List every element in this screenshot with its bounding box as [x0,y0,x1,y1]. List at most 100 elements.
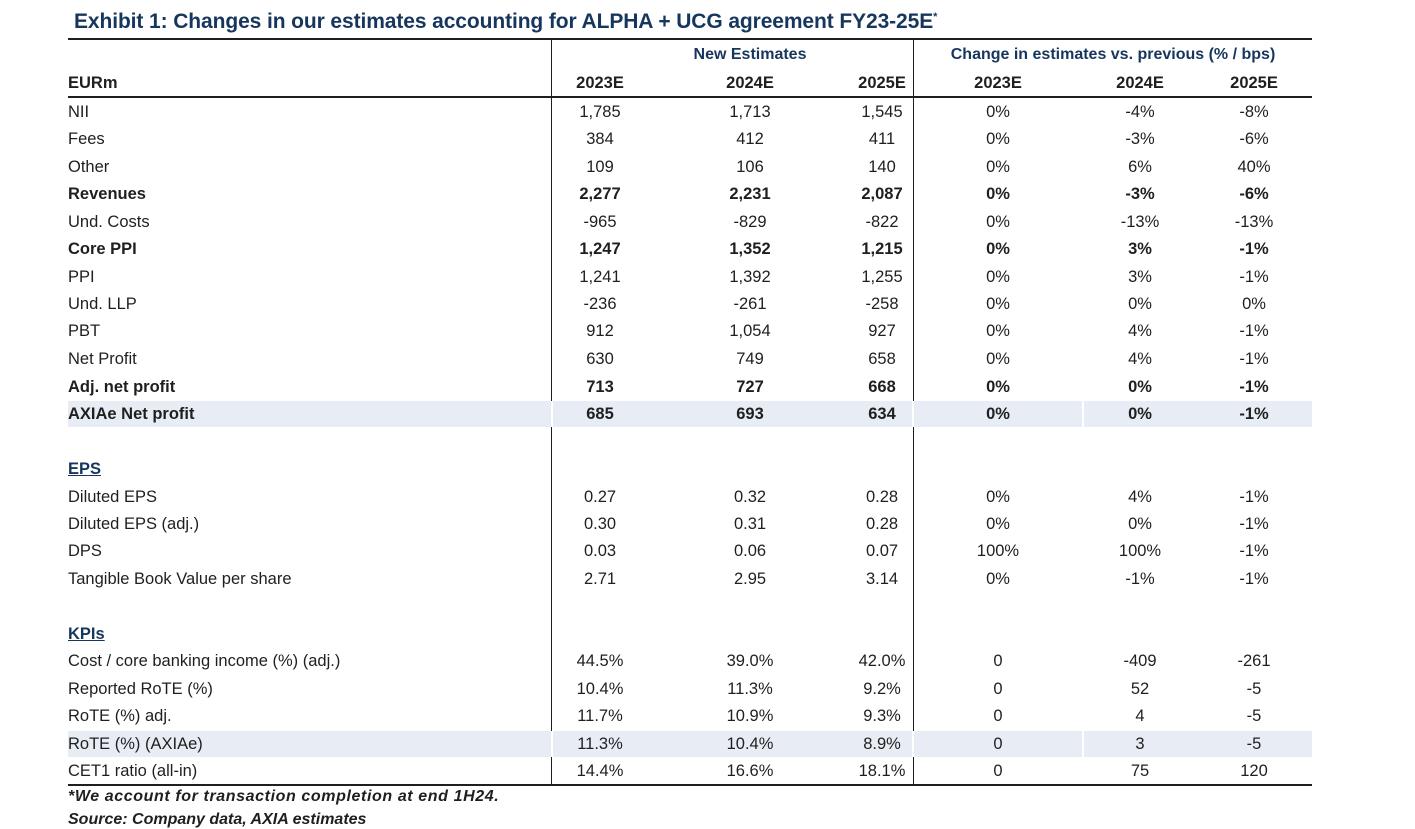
estimate-cell: 0.30 [583,515,617,533]
row-label: Core PPI [68,240,137,258]
header-new-2023: 2023E [576,74,624,92]
estimate-cell: 11.3% [727,680,773,698]
change-cell: -4% [1125,103,1155,121]
estimate-cell: 1,255 [861,268,903,286]
change-cell: -1% [1239,322,1269,340]
estimate-cell: -829 [733,213,767,231]
estimate-cell: 1,352 [729,240,771,258]
estimate-cell: 8.9% [863,735,901,753]
row-label: Revenues [68,185,146,203]
change-cell: 0% [1128,378,1152,396]
change-cell: 0 [993,762,1003,780]
change-cell: -409 [1123,652,1157,670]
estimate-cell: 0.32 [733,488,767,506]
change-cell: -3% [1125,185,1155,203]
change-cell: 4% [1128,350,1152,368]
table-row: Und. LLP -236 -261 -258 0% 0% 0% [68,291,1312,317]
estimate-cell: -261 [733,295,767,313]
change-cell: 52 [1130,680,1150,698]
estimate-cell: 0.03 [583,542,617,560]
bottom-rule [68,784,1312,786]
estimate-cell: 39.0% [726,652,774,670]
estimate-cell: 0.27 [583,488,617,506]
change-cell: 0% [1242,295,1266,313]
change-cell: -1% [1125,570,1155,588]
change-cell: 100% [976,542,1020,560]
change-cell: 0% [1128,515,1152,533]
row-label: CET1 ratio (all-in) [68,762,198,780]
change-cell: -261 [1237,652,1271,670]
table-row: DPS 0.03 0.06 0.07 100% 100% -1% [68,538,1312,564]
row-label: AXIAe Net profit [68,405,195,423]
estimate-cell: 693 [736,405,764,423]
estimate-cell: 0.07 [865,542,899,560]
estimate-cell: -965 [583,213,617,231]
change-cell: -1% [1239,405,1269,423]
row-label: PBT [68,322,101,340]
estimate-cell: 0.28 [865,488,899,506]
estimate-cell: 927 [868,322,896,340]
change-cell: -8% [1239,103,1269,121]
estimate-cell: 1,713 [729,103,771,121]
header-rule [68,96,1312,98]
title-rule [68,38,1312,40]
table-row: Revenues 2,277 2,231 2,087 0% -3% -6% [68,181,1312,207]
shade-gap [551,401,553,427]
header-new-2024: 2024E [726,74,774,92]
section-title: EPS [68,460,102,478]
source-note: Source: Company data, AXIA estimates [68,811,367,828]
change-cell: -1% [1239,378,1269,396]
change-cell: 0% [1128,295,1152,313]
row-label: PPI [68,268,95,286]
table-row: AXIAe Net profit 685 693 634 0% 0% -1% [68,401,1312,427]
change-cell: -13% [1120,213,1160,231]
estimate-cell: 1,054 [729,322,771,340]
change-cell: 3% [1128,268,1152,286]
change-cell: 100% [1118,542,1162,560]
estimate-cell: 0.06 [733,542,767,560]
header-change-2025: 2025E [1230,74,1278,92]
estimate-cell: 0.31 [733,515,767,533]
change-cell: 0% [986,268,1010,286]
change-cell: 6% [1128,158,1152,176]
estimate-cell: 658 [868,350,896,368]
change-cell: -1% [1239,570,1269,588]
table-row: Net Profit 630 749 658 0% 4% -1% [68,346,1312,372]
estimate-cell: 411 [868,130,896,148]
estimate-cell: 668 [868,378,896,396]
change-cell: 0% [986,570,1010,588]
change-cell: 0 [993,735,1003,753]
shade-gap [912,731,914,757]
estimate-cell: 1,241 [579,268,621,286]
change-cell: 3% [1128,240,1152,258]
estimate-cell: 713 [586,378,614,396]
header-change-2024: 2024E [1116,74,1164,92]
change-cell: 0% [986,240,1010,258]
section-header: KPIs [68,621,1312,647]
row-label: Reported RoTE (%) [68,680,213,698]
row-label: Net Profit [68,350,137,368]
group-header-new-estimates: New Estimates [693,46,807,63]
estimate-cell: 0.28 [865,515,899,533]
table-row: CET1 ratio (all-in) 14.4% 16.6% 18.1% 0 75 120 [68,758,1312,784]
estimate-cell: 11.3% [577,735,623,753]
change-cell: -6% [1239,185,1269,203]
estimate-cell: 11.7% [577,707,623,725]
table-row: Diluted EPS 0.27 0.32 0.28 0% 4% -1% [68,484,1312,510]
table-row: PPI 1,241 1,392 1,255 0% 3% -1% [68,264,1312,290]
change-cell: -1% [1239,350,1269,368]
estimate-cell: 2,277 [579,185,621,203]
header-new-2025: 2025E [858,74,906,92]
estimate-cell: 2.71 [583,570,617,588]
change-cell: 0% [986,322,1010,340]
table-row: Other 109 106 140 0% 6% 40% [68,154,1312,180]
table-row: PBT 912 1,054 927 0% 4% -1% [68,318,1312,344]
change-cell: -1% [1239,240,1269,258]
exhibit-title: Exhibit 1: Changes in our estimates acco… [74,10,938,33]
estimate-cell: 912 [586,322,614,340]
estimate-cell: 1,215 [861,240,903,258]
estimate-cell: 16.6% [726,762,774,780]
estimate-cell: 14.4% [576,762,624,780]
estimate-cell: 44.5% [576,652,624,670]
table-row: Adj. net profit 713 727 668 0% 0% -1% [68,374,1312,400]
